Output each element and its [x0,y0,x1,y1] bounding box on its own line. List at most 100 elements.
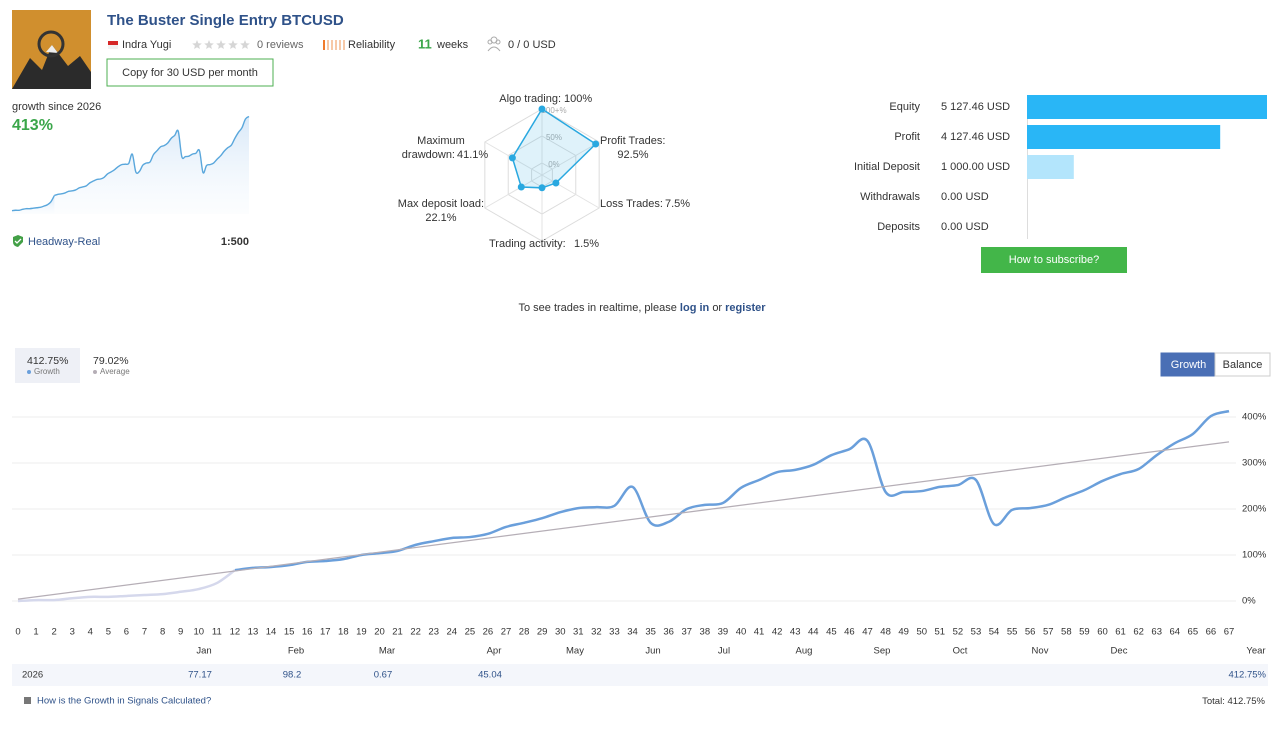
month-header: May [566,646,584,657]
account-label: Initial Deposit [854,161,920,173]
subscribe-button[interactable] [981,247,1127,273]
account-value: 4 127.46 USD [941,131,1010,143]
radar-label: Loss Trades: [600,198,663,210]
signal-title[interactable]: The Buster Single Entry BTCUSD [107,12,344,29]
legend-dot [93,370,97,374]
radar-value: 92.5% [617,149,648,161]
x-tick-label: 57 [1043,627,1054,638]
account-label: Withdrawals [860,191,920,203]
legend-name[interactable]: Growth [34,367,60,376]
month-header: Jun [645,646,660,657]
x-tick-label: 47 [862,627,873,638]
legend-active [15,348,80,383]
author[interactable]: Indra Yugi [122,39,171,51]
account-bar [1027,125,1221,149]
radar-point [538,184,546,192]
radar-ring-label: 0% [548,160,560,169]
x-tick-label: 5 [106,627,111,638]
y-tick-label: 0% [1242,596,1256,607]
subscribe-button-label[interactable]: How to subscribe? [1009,254,1100,266]
series-line [17,441,1230,600]
month-header: Feb [288,646,304,657]
total-value: 412.75% [1227,696,1265,707]
table-row [12,664,1268,686]
x-tick-label: 30 [555,627,566,638]
x-tick-label: 4 [88,627,93,638]
radar-label: Profit Trades: [600,135,665,147]
radar-point [517,183,525,191]
radar-ring-label: 100+% [541,106,566,115]
x-tick-label: 58 [1061,627,1072,638]
login-link[interactable]: log in [680,302,710,314]
radar-point [538,105,546,113]
monthly-table: Jan Feb Mar Apr May Jun Jul Aug Sep Oct Nov Dec Year… [12,646,1268,686]
month-header: Dec [1111,646,1128,657]
tab[interactable] [1214,352,1271,377]
legend-value[interactable]: 79.02% [93,355,129,367]
radar-label: Maximum drawdown: [402,135,465,161]
star [228,40,238,49]
x-tick-label: 63 [1151,627,1162,638]
series-line [234,409,1230,572]
notice: To see trades in realtime, please log in… [518,302,766,314]
x-tick-label: 3 [70,627,75,638]
x-tick-label: 34 [627,627,638,638]
reviews[interactable]: 0 reviews [257,39,304,51]
account-value: 1 000.00 USD [941,161,1010,173]
account-bar [1027,155,1074,179]
x-tick-label: 53 [971,627,982,638]
notice-or: or [712,302,722,314]
radar-point [508,154,516,162]
x-tick-label: 42 [772,627,783,638]
broker[interactable]: Headway-Real [28,236,100,248]
notice-text: To see trades in realtime, please [518,302,676,314]
flag [108,45,118,49]
radar-value: 22.1% [425,212,456,224]
x-tick-label: 33 [609,627,620,638]
x-tick-label: 24 [447,627,458,638]
y-tick-label: 400% [1242,412,1267,423]
tab-label[interactable]: Balance [1223,359,1263,371]
x-tick-label: 39 [718,627,729,638]
legend-value[interactable]: 412.75% [27,355,68,367]
account-value: 0.00 USD [941,221,989,233]
star [216,40,226,49]
weeks: 11 [418,36,432,51]
subscribers: 0 / 0 USD [508,39,556,51]
x-tick-label: 41 [754,627,765,638]
x-tick-label: 43 [790,627,801,638]
legend-name[interactable]: Average [100,367,130,376]
growth-help-link[interactable]: How is the Growth in Signals Calculated? [37,696,211,707]
x-tick-label: 36 [663,627,674,638]
verified-check [14,238,22,244]
x-tick-label: 1 [33,627,38,638]
history-line [17,569,236,603]
x-tick-label: 45 [826,627,837,638]
sparkline [54,115,250,197]
month-header: Sep [874,646,891,657]
register-link[interactable]: register [725,302,766,314]
star [204,40,214,49]
radar-value: 41.1% [457,149,488,161]
x-tick-label: 52 [953,627,964,638]
copy-button[interactable] [106,58,274,87]
year-cell: 2026 [22,670,43,681]
radar-point [592,140,600,148]
rating-stars [192,40,250,49]
copy-button-label[interactable]: Copy for 30 USD per month [122,67,258,79]
star [240,40,250,49]
x-tick-label: 7 [142,627,147,638]
tab-label[interactable]: Growth [1171,359,1206,371]
month-header: Jul [718,646,730,657]
star [192,40,202,49]
logo [12,10,91,89]
x-tick-label: 29 [537,627,548,638]
radar-ring-label: 50% [546,133,562,142]
x-tick-label: 37 [681,627,692,638]
x-tick-label: 65 [1188,627,1199,638]
month-cell: 98.2 [283,670,302,681]
legend-dot [27,370,31,374]
weeks-unit: weeks [436,39,469,51]
radar-label: Algo trading: [499,93,561,105]
